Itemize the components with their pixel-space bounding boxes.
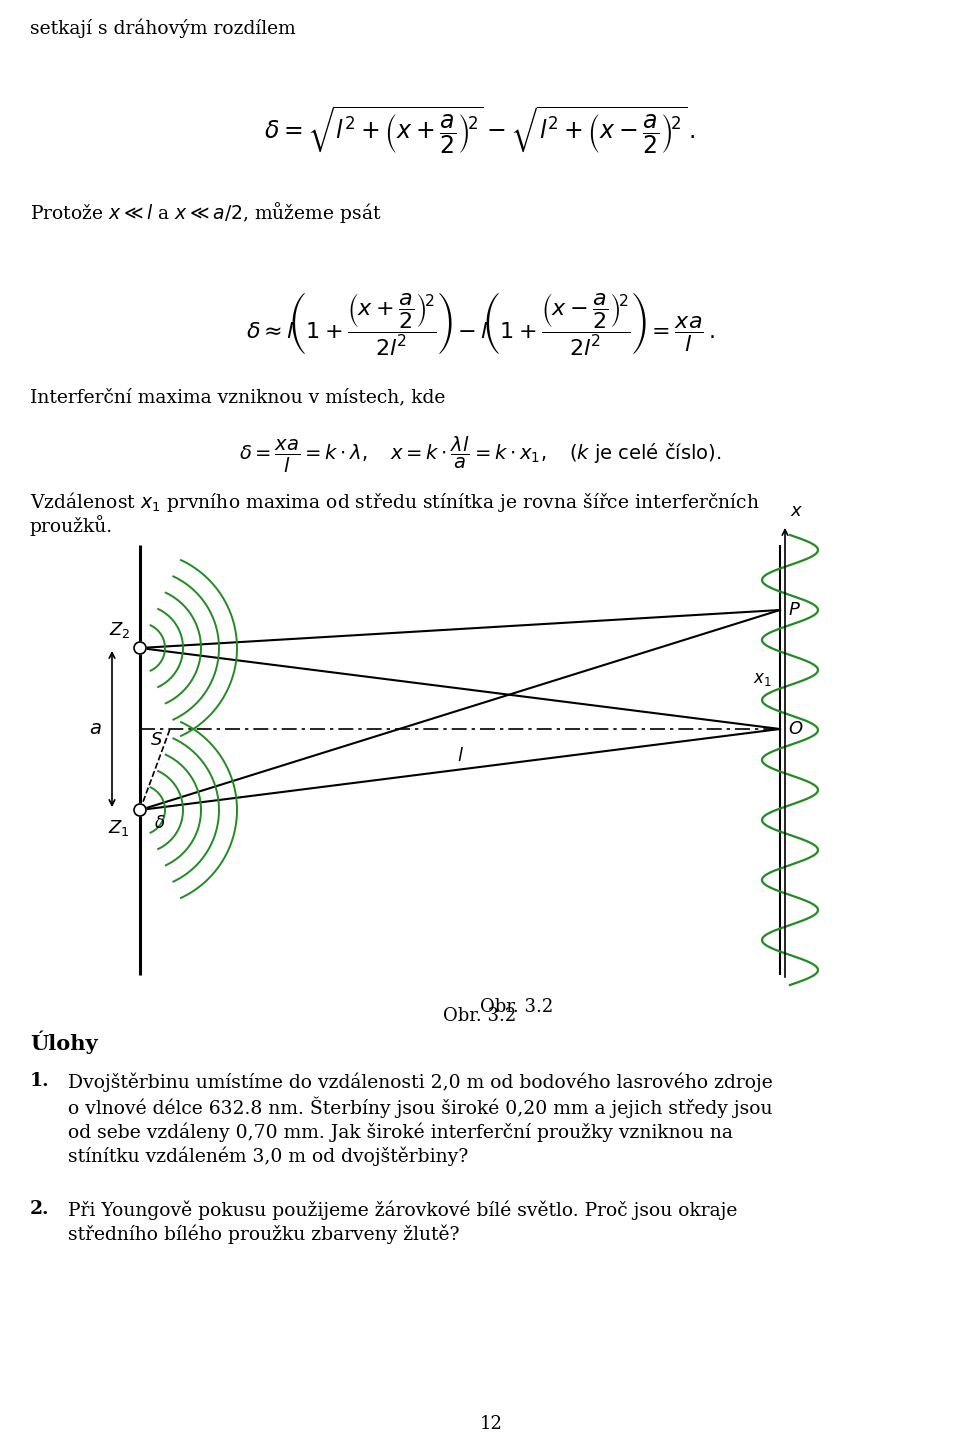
Text: Vzdálenost $x_1$ prvního maxima od středu stínítka je rovna šířce interferčních: Vzdálenost $x_1$ prvního maxima od střed… — [30, 490, 759, 514]
Circle shape — [134, 804, 146, 815]
Text: setkají s dráhovým rozdílem: setkají s dráhovým rozdílem — [30, 17, 296, 38]
Text: $a$: $a$ — [89, 720, 102, 739]
Text: proužků.: proužků. — [30, 515, 113, 535]
Text: Úlohy: Úlohy — [30, 1030, 98, 1053]
Text: $l$: $l$ — [457, 747, 464, 765]
Text: stínítku vzdáleném 3,0 m od dvojštěrbiny?: stínítku vzdáleném 3,0 m od dvojštěrbiny… — [68, 1146, 468, 1167]
Text: $Z_2$: $Z_2$ — [108, 620, 130, 640]
Text: od sebe vzdáleny 0,70 mm. Jak široké interferční proužky vzniknou na: od sebe vzdáleny 0,70 mm. Jak široké int… — [68, 1122, 732, 1142]
Text: 1.: 1. — [30, 1072, 50, 1090]
Text: Interferční maxima vzniknou v místech, kde: Interferční maxima vzniknou v místech, k… — [30, 387, 445, 406]
Text: $Z_1$: $Z_1$ — [108, 818, 130, 839]
Text: Dvojštěrbinu umístíme do vzdálenosti 2,0 m od bodového lasrového zdroje: Dvojštěrbinu umístíme do vzdálenosti 2,0… — [68, 1072, 773, 1091]
Text: $S$: $S$ — [150, 731, 163, 749]
Text: $\delta \approx l\!\left(1 + \dfrac{\left(x+\dfrac{a}{2}\right)^{\!2}}{2l^2}\rig: $\delta \approx l\!\left(1 + \dfrac{\lef… — [246, 290, 714, 357]
Text: středního bílého proužku zbarveny žlutě?: středního bílého proužku zbarveny žlutě? — [68, 1225, 460, 1245]
Text: $x_1$: $x_1$ — [754, 672, 772, 689]
Text: $O$: $O$ — [788, 720, 804, 739]
Text: o vlnové délce 632.8 nm. Šterbíny jsou široké 0,20 mm a jejich středy jsou: o vlnové délce 632.8 nm. Šterbíny jsou š… — [68, 1097, 773, 1119]
Text: Protože $x \ll l$ a $x \ll a/2$, můžeme psát: Protože $x \ll l$ a $x \ll a/2$, můžeme … — [30, 200, 382, 225]
Circle shape — [134, 641, 146, 654]
Text: $\delta = \sqrt{l^2 + \left(x + \dfrac{a}{2}\right)^{\!2}} - \sqrt{l^2 + \left(x: $\delta = \sqrt{l^2 + \left(x + \dfrac{a… — [264, 104, 696, 157]
Text: 2.: 2. — [30, 1200, 50, 1217]
Text: $x$: $x$ — [790, 502, 804, 519]
Text: 12: 12 — [480, 1415, 503, 1434]
Text: $\delta$: $\delta$ — [154, 814, 165, 831]
Text: $P$: $P$ — [788, 601, 801, 620]
Text: Obr. 3.2: Obr. 3.2 — [480, 998, 553, 1016]
Text: Při Youngově pokusu použijeme žárovkové bílé světlo. Proč jsou okraje: Při Youngově pokusu použijeme žárovkové … — [68, 1200, 737, 1219]
Text: Obr. 3.2: Obr. 3.2 — [444, 1007, 516, 1024]
Text: $\delta = \dfrac{xa}{l} = k\cdot\lambda, \quad x = k\cdot\dfrac{\lambda l}{a} = : $\delta = \dfrac{xa}{l} = k\cdot\lambda,… — [239, 435, 721, 474]
